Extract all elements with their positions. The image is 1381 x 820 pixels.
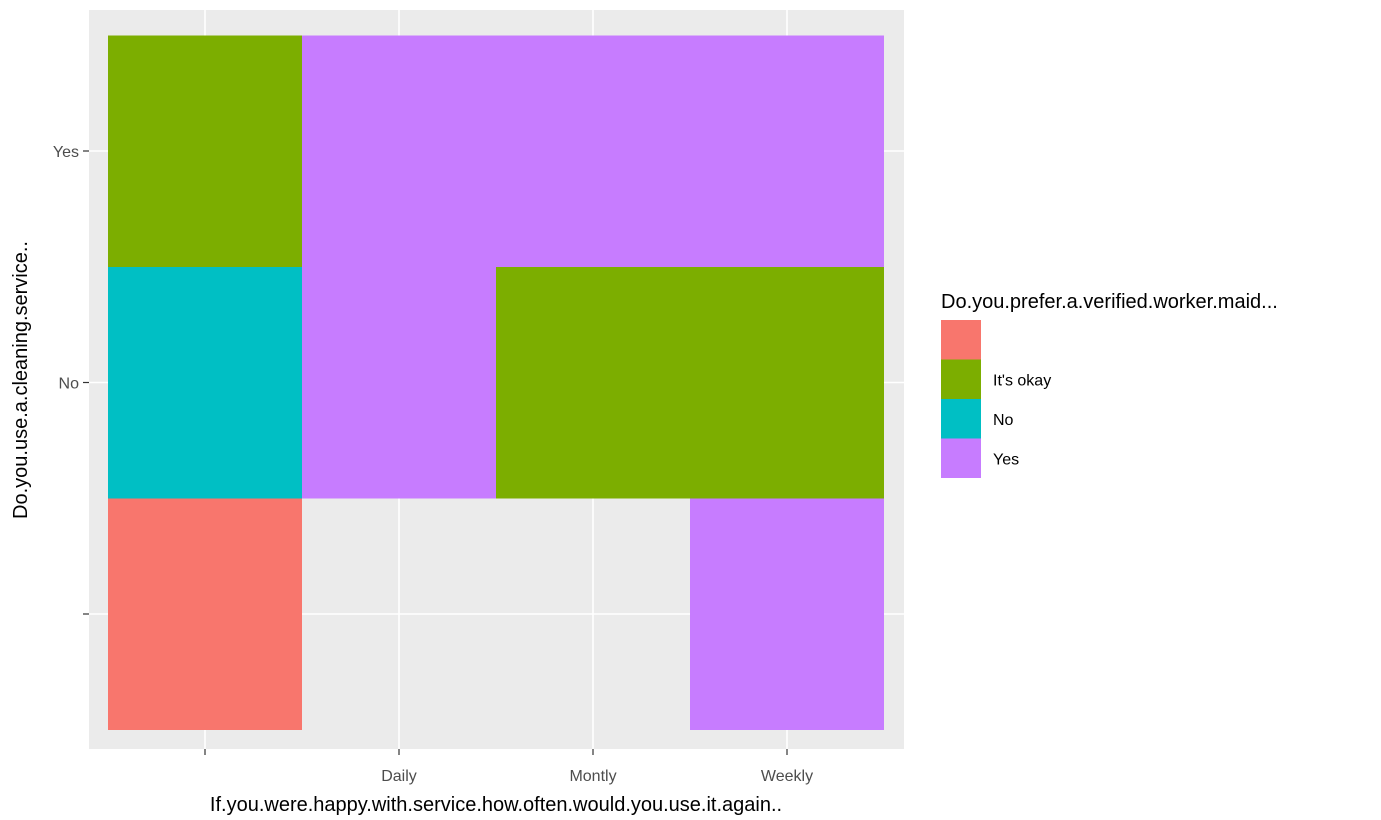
heatmap-tile	[302, 35, 496, 267]
x-tick-label: Weekly	[761, 768, 813, 785]
legend-title: Do.you.prefer.a.verified.worker.maid...	[941, 291, 1278, 313]
heatmap-tile	[108, 498, 302, 730]
heatmap-tile	[690, 35, 884, 267]
y-tick-label: No	[59, 376, 80, 393]
y-axis-title: Do.you.use.a.cleaning.service..	[10, 241, 32, 519]
legend-label: Yes	[993, 451, 1019, 468]
x-tick-label: Montly	[569, 768, 616, 785]
y-tick-label: Yes	[53, 144, 79, 161]
heatmap-tile	[108, 266, 302, 499]
heatmap-tile	[690, 498, 884, 730]
legend-label: It's okay	[993, 372, 1051, 389]
legend-key	[941, 438, 981, 478]
heatmap-tile	[302, 266, 496, 499]
legend-key	[941, 399, 981, 439]
legend: Do.you.prefer.a.verified.worker.maid... …	[941, 291, 1278, 478]
heatmap-tile	[496, 266, 690, 499]
heatmap-tile	[690, 266, 884, 499]
heatmap-tile	[108, 35, 302, 267]
heatmap-tiles	[108, 35, 884, 730]
x-axis: Daily Montly Weekly	[204, 749, 813, 785]
x-tick-label: Daily	[381, 768, 417, 785]
y-axis: No Yes	[53, 144, 89, 615]
heatmap-tile	[496, 35, 690, 267]
x-axis-title: If.you.were.happy.with.service.how.often…	[210, 794, 782, 816]
legend-key	[941, 359, 981, 399]
legend-label: No	[993, 412, 1014, 429]
legend-key	[941, 320, 981, 360]
